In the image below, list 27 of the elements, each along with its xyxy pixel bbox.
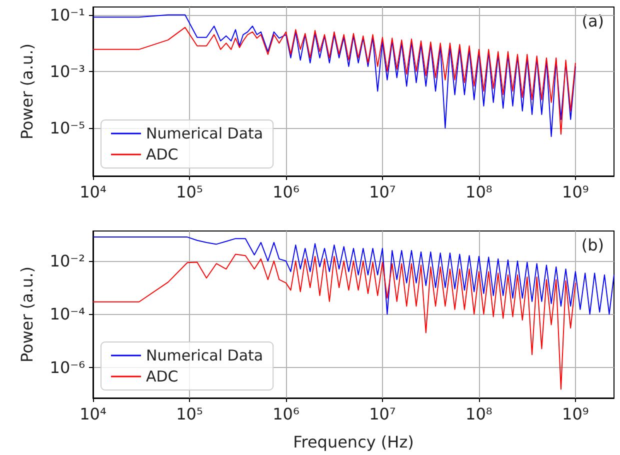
x-tick-label: 10⁶ xyxy=(272,182,300,202)
y-tick-label: 10⁻¹ xyxy=(50,5,85,24)
x-tick-label: 10⁸ xyxy=(466,182,492,202)
y-tick-label: 10⁻³ xyxy=(50,62,85,81)
legend-label: Numerical Data xyxy=(146,124,264,142)
x-tick-label: 10⁵ xyxy=(176,182,203,202)
legend-label: ADC xyxy=(146,146,178,164)
x-tick-label: 10⁵ xyxy=(176,404,203,424)
y-tick-label: 10⁻² xyxy=(50,252,85,271)
legend-label: ADC xyxy=(146,368,178,386)
x-tick-label: 10⁷ xyxy=(369,182,396,202)
x-tick-label: 10⁹ xyxy=(562,404,589,424)
y-tick-label: 10⁻⁴ xyxy=(50,304,85,324)
x-tick-label: 10⁸ xyxy=(466,404,492,424)
y-tick-label: 10⁻⁶ xyxy=(50,358,85,377)
annotation: (b) xyxy=(581,236,604,254)
x-tick-label: 10⁹ xyxy=(562,182,589,202)
x-tick-label: 10⁶ xyxy=(272,404,300,424)
y-axis-title: Power (a.u.) xyxy=(18,43,36,140)
legend-label: Numerical Data xyxy=(146,346,264,364)
y-tick-label: 10⁻⁵ xyxy=(50,118,85,138)
x-tick-label: 10⁴ xyxy=(80,182,106,202)
x-tick-label: 10⁷ xyxy=(369,404,396,424)
x-tick-label: 10⁴ xyxy=(80,404,106,424)
annotation: (a) xyxy=(582,12,604,30)
x-axis-title: Frequency (Hz) xyxy=(293,432,414,452)
y-axis-title: Power (a.u.) xyxy=(18,266,36,363)
